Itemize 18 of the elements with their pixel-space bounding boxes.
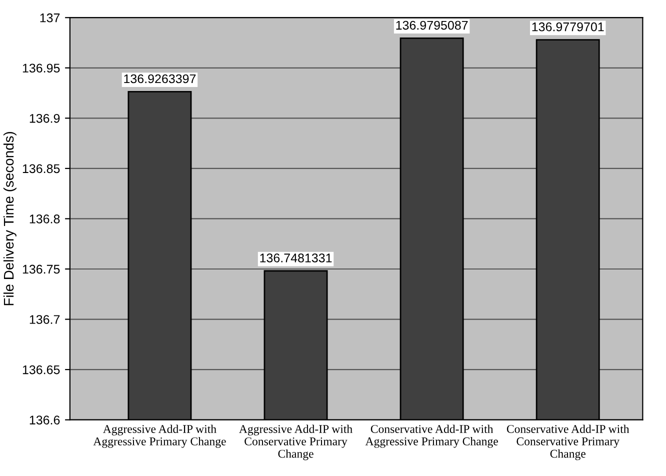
y-tick-label: 136.8 bbox=[30, 214, 60, 224]
data-label: 136.9795087 bbox=[396, 20, 468, 30]
data-label: 136.7481331 bbox=[260, 254, 332, 262]
x-tick-label: Aggressive Add-IP with Conservative Primary Change bbox=[239, 424, 352, 460]
y-tick-label: 136.6 bbox=[30, 416, 60, 424]
x-tick-label: Conservative Add-IP with Aggressive Primary Change bbox=[365, 424, 498, 448]
y-tick-label: 137 bbox=[40, 13, 60, 22]
data-label: 136.9263397 bbox=[124, 74, 196, 84]
y-tick-label: 136.7 bbox=[30, 315, 60, 324]
y-tick-label: 136.85 bbox=[22, 164, 60, 174]
y-tick-label: 136.65 bbox=[22, 365, 60, 374]
y-axis-title: File Delivery Time (seconds) bbox=[3, 132, 16, 306]
data-label: 136.9779701 bbox=[532, 22, 604, 32]
x-tick-label: Aggressive Add-IP with Aggressive Primary Change bbox=[93, 424, 226, 448]
x-tick-label: Conservative Add-IP with Conservative Primary Change bbox=[506, 424, 630, 460]
y-tick-label: 136.75 bbox=[22, 264, 60, 274]
y-tick-label: 136.9 bbox=[30, 114, 60, 123]
y-tick-label: 136.95 bbox=[22, 64, 60, 73]
